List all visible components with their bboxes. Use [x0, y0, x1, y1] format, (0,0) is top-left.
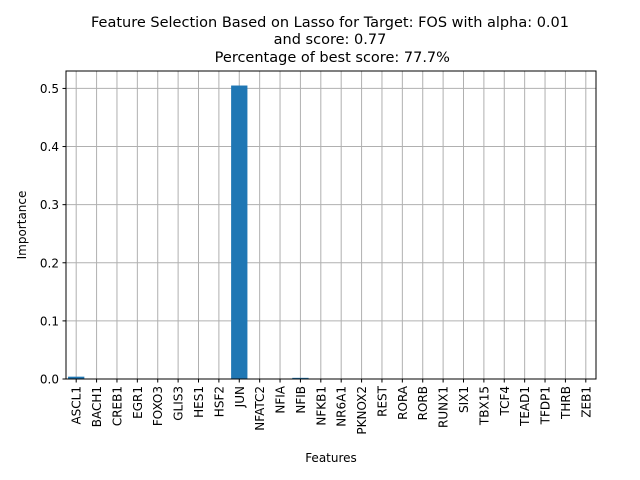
x-tick-label: BACH1: [90, 386, 104, 427]
x-tick-label: HSF2: [212, 386, 226, 417]
x-tick-label: NR6A1: [335, 386, 349, 427]
bar-jun: [231, 85, 248, 379]
x-tick-label: SIX1: [457, 386, 471, 413]
chart-title-line-1: Feature Selection Based on Lasso for Tar…: [91, 15, 569, 31]
x-tick-label: EGR1: [131, 386, 145, 419]
y-tick-label: 0.1: [40, 314, 59, 328]
y-axis-ticks: 0.0 0.1 0.2 0.3 0.4 0.5: [40, 82, 66, 387]
bar-ascl1: [68, 376, 85, 379]
bar-nfib: [292, 377, 309, 379]
chart-title-line-3: Percentage of best score: 77.7%: [210, 50, 450, 66]
x-tick-label: CREB1: [110, 386, 124, 426]
x-tick-label: THRB: [559, 386, 573, 420]
y-tick-label: 0.4: [40, 140, 59, 154]
x-tick-label: NFATC2: [253, 386, 267, 431]
y-axis-label: Importance: [15, 191, 29, 260]
x-tick-label: ZEB1: [579, 386, 593, 418]
x-tick-label: PKNOX2: [355, 386, 369, 435]
y-tick-label: 0.3: [40, 198, 59, 212]
x-tick-label: NFKB1: [314, 386, 328, 426]
y-tick-label: 0.0: [40, 373, 59, 387]
x-tick-label: TBX15: [477, 386, 491, 426]
x-axis-label: Features: [305, 451, 357, 465]
x-tick-label: ASCL1: [70, 386, 84, 425]
x-axis-ticks: ASCL1 BACH1 CREB1 EGR1 FOXO3 GLIS3 HES1 HSF2 JUN…: [70, 379, 593, 435]
bars: [68, 85, 309, 379]
x-tick-label: JUN: [233, 386, 247, 408]
x-tick-label: TCF4: [498, 386, 512, 417]
y-tick-label: 0.5: [40, 82, 59, 96]
x-tick-label: RORA: [396, 385, 410, 420]
x-tick-label: GLIS3: [172, 386, 186, 421]
x-tick-label: NFIB: [294, 386, 308, 414]
x-tick-label: NFIA: [274, 385, 288, 413]
y-tick-label: 0.2: [40, 256, 59, 270]
plot-frame: [65, 70, 597, 380]
x-tick-label: REST: [375, 385, 389, 417]
x-tick-label: RORB: [416, 386, 430, 420]
x-tick-label: TEAD1: [518, 386, 532, 427]
x-tick-label: TFDP1: [539, 386, 553, 425]
chart-title-line-2: and score: 0.77: [274, 32, 387, 48]
chart-title: Feature Selection Based on Lasso for Tar…: [91, 15, 569, 66]
x-tick-label: FOXO3: [151, 386, 165, 426]
x-tick-label: RUNX1: [437, 386, 451, 428]
x-tick-label: HES1: [192, 386, 206, 418]
